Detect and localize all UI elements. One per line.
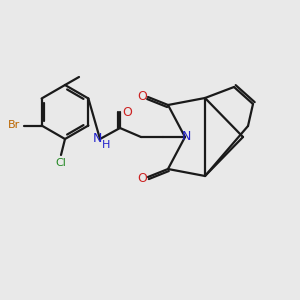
Text: N: N (92, 133, 102, 146)
Text: Cl: Cl (56, 158, 66, 168)
Text: O: O (122, 106, 132, 118)
Text: H: H (102, 140, 110, 150)
Text: Br: Br (8, 121, 20, 130)
Text: N: N (181, 130, 191, 143)
Text: O: O (137, 172, 147, 184)
Text: O: O (137, 89, 147, 103)
